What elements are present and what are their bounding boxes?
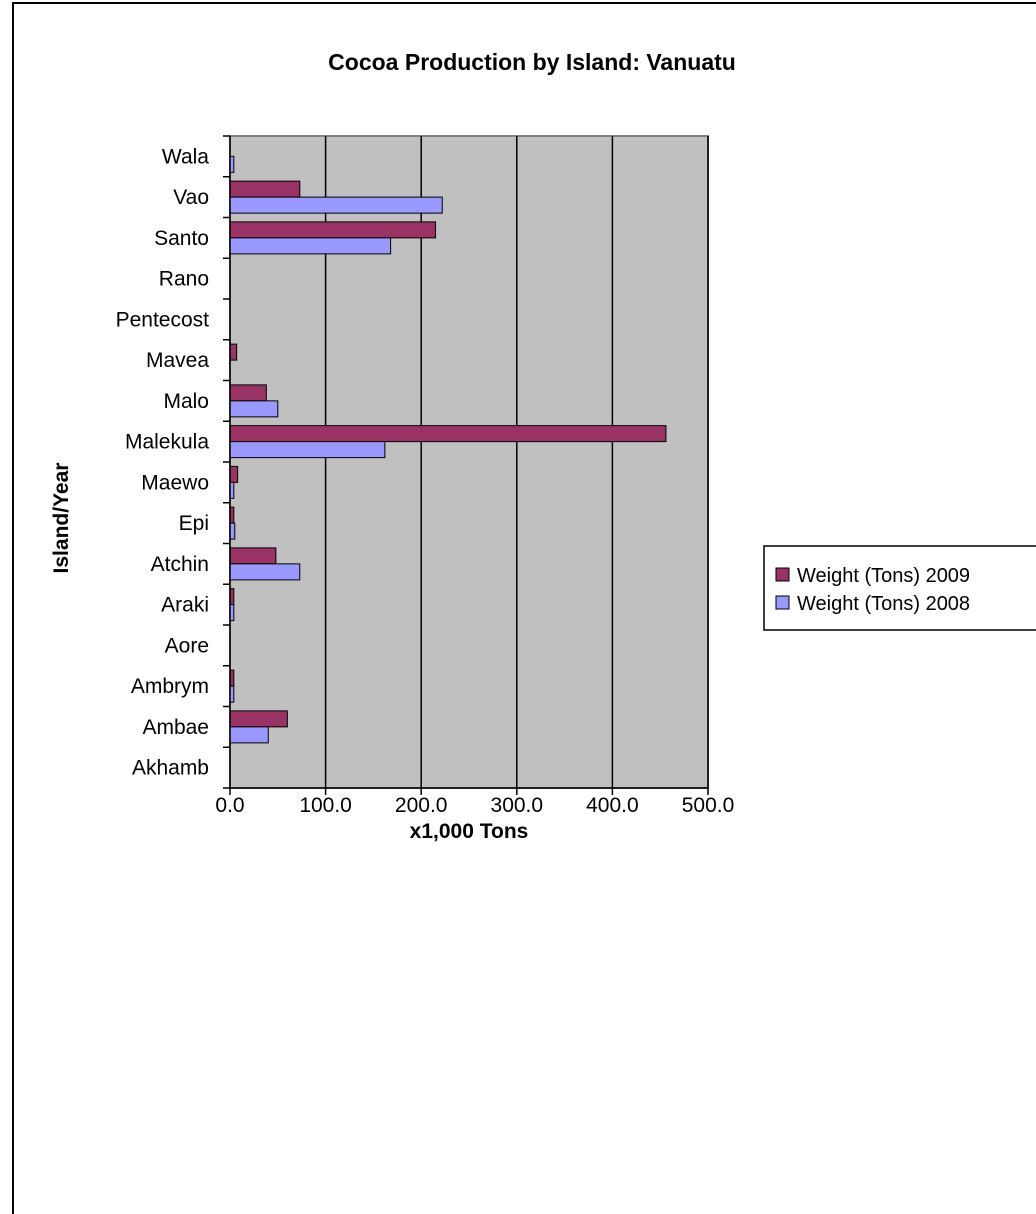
y-tick-label: Aore [165, 634, 209, 657]
y-tick-label: Ambrym [131, 675, 209, 698]
x-tick-label: 400.0 [586, 794, 639, 817]
bar-ambae-2009 [229, 710, 288, 728]
legend-label-2009: Weight (Tons) 2009 [797, 565, 970, 587]
y-tick-label: Araki [161, 594, 209, 617]
y-tick-label: Santo [154, 227, 209, 250]
y-tick-label: Malekula [125, 431, 209, 454]
bar-atchin-2008 [229, 563, 301, 581]
x-tick-label: 200.0 [395, 794, 448, 817]
y-axis-title: Island/Year [50, 463, 73, 574]
bar-maewo-2009 [229, 465, 239, 483]
x-axis-title: x1,000 Tons [410, 820, 529, 843]
bar-malo-2009 [229, 384, 267, 402]
bar-ambae-2008 [229, 726, 269, 744]
bar-malekula-2008 [229, 441, 386, 459]
chart-title: Cocoa Production by Island: Vanuatu [328, 49, 736, 75]
legend-swatch-2009 [775, 567, 790, 582]
y-tick-label: Wala [162, 145, 209, 168]
legend-label-2008: Weight (Tons) 2008 [797, 593, 970, 615]
bar-malo-2008 [229, 400, 279, 418]
left-edge-strip [0, 0, 12, 1212]
bar-vao-2009 [229, 180, 301, 198]
y-tick-label: Rano [159, 268, 209, 291]
legend-swatch-2008 [775, 595, 790, 610]
x-tick-label: 500.0 [682, 794, 735, 817]
y-tick-label: Malo [163, 390, 209, 413]
legend-box [763, 545, 1036, 631]
x-tick-label: 100.0 [299, 794, 352, 817]
bar-mavea-2009 [229, 343, 238, 361]
y-tick-label: Epi [179, 512, 209, 535]
y-axis: Akhamb Ambae Ambrym Aore Araki Atchin Epi Maewo… [116, 135, 231, 789]
bar-santo-2008 [229, 237, 392, 255]
y-tick-label: Mavea [146, 349, 209, 372]
y-tick-label: Akhamb [132, 757, 209, 780]
x-tick-label: 0.0 [215, 794, 244, 817]
x-axis: 0.0 100.0 200.0 300.0 400.0 500.0 [215, 787, 735, 817]
bar-atchin-2009 [229, 547, 277, 565]
y-tick-label: Vao [173, 186, 209, 209]
y-tick-label: Atchin [151, 553, 209, 576]
bars-group [229, 155, 667, 744]
bar-santo-2009 [229, 221, 437, 239]
bar-malekula-2009 [229, 425, 667, 443]
y-tick-label: Maewo [141, 471, 209, 494]
legend: Weight (Tons) 2009 Weight (Tons) 2008 [763, 545, 1036, 631]
y-tick-label: Pentecost [116, 308, 210, 331]
x-tick-label: 300.0 [491, 794, 544, 817]
y-tick-label: Ambae [142, 716, 209, 739]
bar-vao-2008 [229, 196, 443, 214]
